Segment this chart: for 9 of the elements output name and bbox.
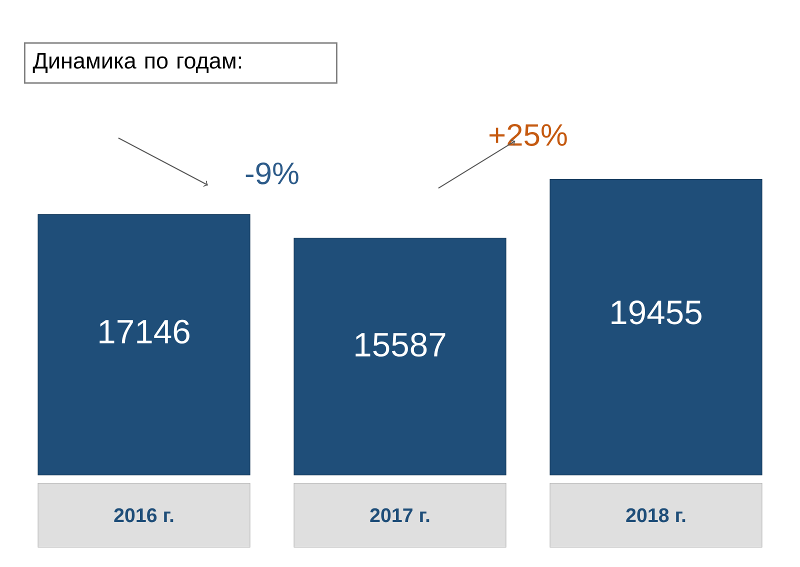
annotation: -9% <box>246 162 298 184</box>
x-tick-label: 2017 г. <box>370 508 430 522</box>
text: +25% <box>490 124 567 146</box>
chart-title: Динамика по годам: <box>32 53 242 73</box>
x-tick-label: 2016 г. <box>114 508 174 522</box>
data-label: 19455 <box>612 300 702 324</box>
data-label: 15587 <box>356 332 446 357</box>
x-tick-label: 2018 г. <box>626 508 686 522</box>
data-label: 17146 <box>100 320 190 344</box>
